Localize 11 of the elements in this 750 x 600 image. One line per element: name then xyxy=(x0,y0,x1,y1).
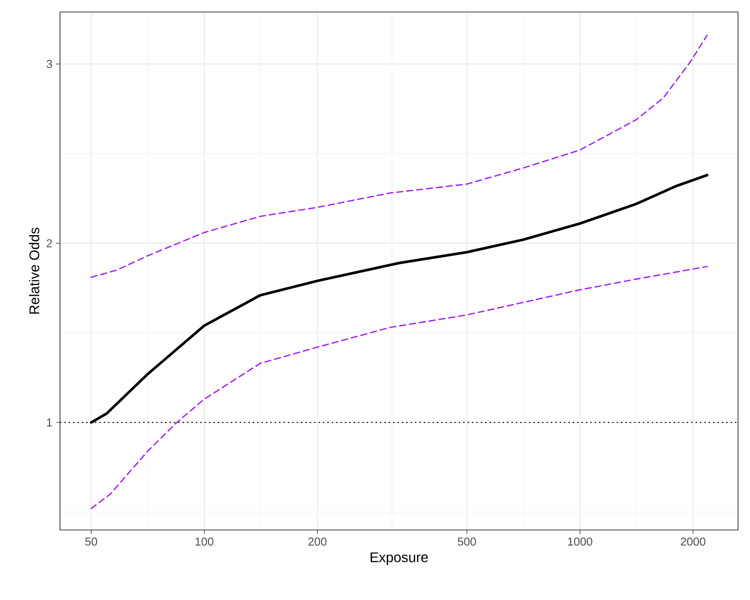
y-tick-label: 2 xyxy=(46,239,52,248)
x-tick-label: 2000 xyxy=(680,538,706,546)
y-tick-label: 1 xyxy=(47,418,52,426)
x-tick-label: 500 xyxy=(458,538,476,546)
y-tick-label: 3 xyxy=(46,60,52,68)
x-tick-label: 50 xyxy=(85,538,98,546)
x-axis-title: Exposure xyxy=(370,552,428,565)
x-tick-label: 200 xyxy=(308,538,326,546)
x-tick-label: 1000 xyxy=(568,538,592,546)
x-tick-label: 100 xyxy=(196,538,214,546)
y-axis-title: Relative Odds xyxy=(29,228,40,314)
